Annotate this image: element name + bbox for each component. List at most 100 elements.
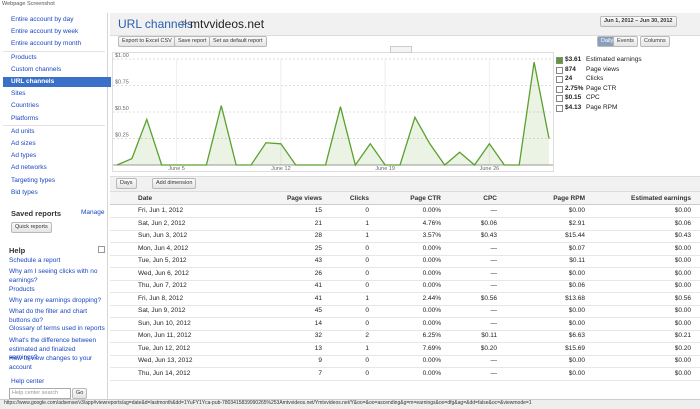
cell: 13	[314, 344, 322, 352]
cell: 32	[314, 332, 322, 339]
columns-button[interactable]: Columns	[640, 36, 670, 47]
add-dimension-button[interactable]: Add dimension	[152, 178, 197, 189]
column-header[interactable]: Date	[138, 195, 153, 202]
help-title: Help	[9, 246, 26, 255]
help-collapse	[98, 246, 105, 253]
nav-item[interactable]: Entire account by week	[11, 28, 79, 36]
column-header[interactable]: CPC	[483, 195, 497, 202]
help-link[interactable]: What do the filter and chart buttons do?	[9, 308, 88, 324]
help-link[interactable]: Glossary of terms used in reports	[9, 325, 105, 332]
row-divider	[110, 379, 700, 381]
metric-checkbox[interactable]	[556, 66, 563, 74]
cell: 0	[365, 369, 369, 377]
toolbar-button[interactable]: Save report	[174, 36, 211, 47]
nav-item[interactable]: Ad types	[11, 152, 37, 160]
cell: $0.21	[674, 332, 691, 339]
column-header[interactable]: Page CTR	[410, 195, 441, 202]
column-header[interactable]: Clicks	[349, 195, 369, 202]
days-button[interactable]: Days	[116, 178, 137, 189]
nav-item[interactable]: Custom channels	[11, 65, 62, 73]
cell: —	[490, 257, 498, 264]
row-divider	[110, 317, 700, 318]
cell: 6.25%	[422, 332, 441, 339]
metric-label: Page views	[586, 65, 620, 73]
metric-checkbox[interactable]	[556, 57, 563, 64]
cell: $0.20	[674, 344, 691, 352]
cell: 3.57%	[422, 232, 441, 239]
help-link[interactable]: How to view changes to your account	[9, 355, 93, 371]
cell: 0.00%	[422, 257, 441, 264]
nav-item[interactable]: Targeting types	[11, 176, 56, 184]
help-link[interactable]: Products	[9, 286, 35, 293]
nav-item[interactable]: Platforms	[11, 114, 39, 122]
cell: $0.00	[568, 269, 585, 277]
nav-item[interactable]: Ad units	[11, 127, 35, 135]
nav-item[interactable]: Products	[11, 53, 37, 61]
cell: —	[490, 244, 498, 252]
cell: $0.00	[674, 257, 691, 264]
nav-item[interactable]: Bid types	[11, 188, 38, 196]
nav-item[interactable]: Ad sizes	[11, 140, 36, 147]
cell: —	[490, 319, 498, 327]
cell: 0	[365, 282, 369, 289]
cell: $0.00	[674, 319, 691, 327]
nav-item[interactable]: Countries	[11, 102, 39, 110]
toolbar-button[interactable]: Set as default report	[209, 36, 267, 47]
site-name: mtvvideos.net	[190, 17, 265, 31]
cell: 0	[365, 244, 369, 252]
metric-checkbox[interactable]	[556, 85, 563, 93]
quick-reports-button[interactable]: Quick reports	[11, 222, 52, 233]
cell: 0	[365, 319, 369, 327]
nav-item[interactable]: Ad networks	[11, 164, 47, 172]
cell: $0.00	[674, 282, 691, 289]
metric-value: $0.15	[565, 94, 582, 102]
column-header[interactable]: Estimated earnings	[631, 195, 691, 202]
column-header[interactable]: Page RPM	[553, 195, 585, 202]
manage-link[interactable]: Manage	[81, 209, 105, 216]
cell: 0.00%	[422, 269, 441, 277]
y-tick-label: $0.75	[115, 80, 129, 86]
row-divider	[110, 267, 700, 268]
metric-checkbox[interactable]	[556, 105, 563, 112]
cell: —	[490, 282, 498, 289]
cell: $0.07	[568, 244, 585, 252]
cell: $0.56	[480, 294, 497, 302]
cell: 1	[365, 344, 369, 352]
help-link[interactable]: Schedule a report	[9, 257, 61, 264]
chart: $0.25 $0.50 $0.75 $1.00 June 5 June 12 June 19…	[113, 53, 553, 171]
cell: Thu, Jun 7, 2012	[138, 282, 187, 289]
row-divider	[110, 279, 700, 281]
row-divider	[110, 217, 700, 218]
cell: $0.00	[568, 319, 585, 327]
cell: 26	[314, 269, 322, 277]
help-link[interactable]: Why am I seeing clicks with no earnings?	[9, 268, 98, 284]
cell: $0.43	[480, 232, 497, 239]
cell: 0.00%	[422, 282, 441, 289]
metric-checkbox[interactable]	[556, 76, 563, 84]
nav-item[interactable]: Entire account by day	[11, 16, 74, 23]
date-range-button[interactable]: Jun 1, 2012 – Jun 30, 2012	[600, 16, 677, 27]
toolbar-button[interactable]: Export to Excel CSV	[118, 36, 176, 47]
cell: $0.00	[568, 207, 585, 214]
nav-item[interactable]: URL channels	[3, 77, 111, 87]
cell: 0.00%	[422, 357, 441, 364]
metric-checkbox[interactable]	[556, 95, 563, 103]
go-button[interactable]: Go	[72, 388, 88, 399]
view-events[interactable]: Events	[613, 36, 638, 47]
column-header[interactable]: Page views	[286, 195, 322, 202]
help-link[interactable]: Why are my earnings dropping?	[9, 297, 102, 304]
row-divider	[110, 242, 700, 243]
nav-item[interactable]: Entire account by month	[11, 40, 82, 48]
cell: Fri, Jun 1, 2012	[138, 207, 184, 214]
metric-label: CPC	[586, 94, 600, 102]
x-tick-label: June 5	[168, 166, 185, 171]
title-separator: >	[181, 18, 188, 30]
top-strip	[0, 0, 700, 10]
page-title: URL channels	[118, 17, 193, 31]
status-bar	[0, 399, 700, 409]
cell: Sun, Jun 10, 2012	[138, 319, 191, 327]
help-center-search[interactable]: Help center search	[9, 388, 71, 399]
cell: 43	[314, 257, 322, 264]
nav-item[interactable]: Sites	[11, 90, 26, 98]
help-link[interactable]: What's the difference between estimated …	[9, 337, 97, 361]
